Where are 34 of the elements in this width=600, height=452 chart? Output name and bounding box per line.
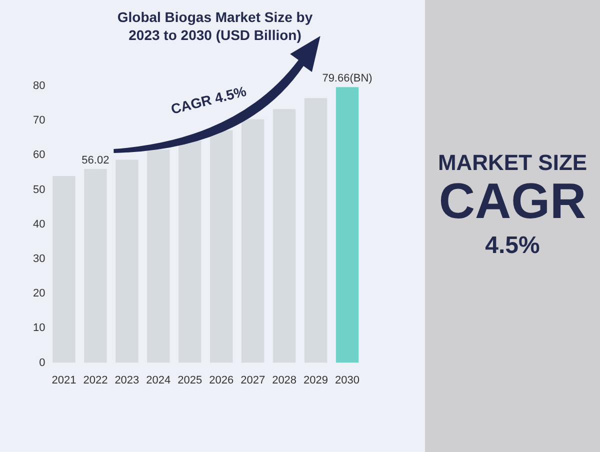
y-tick-label: 50: [32, 184, 46, 196]
data-label: 79.66(BN): [322, 72, 372, 85]
bar: [242, 119, 264, 363]
y-tick-label: 70: [32, 114, 46, 127]
x-tick-label: 2030: [335, 374, 360, 386]
x-tick-label: 2028: [272, 374, 297, 386]
y-tick-label: 40: [32, 218, 46, 230]
bar: [84, 168, 107, 363]
bar: [336, 87, 359, 363]
x-tick-label: 2021: [52, 374, 76, 386]
chart-title: Global Biogas Market Size by 2023 to 2030 (USD Billion): [116, 8, 314, 44]
text: 4.5%: [484, 232, 541, 260]
y-tick-label: 80: [32, 80, 46, 92]
y-tick-label: 0: [39, 356, 46, 369]
bar: [52, 176, 76, 363]
bar: [304, 98, 328, 363]
x-tick-label: 2029: [304, 374, 328, 386]
x-tick-label: 2027: [240, 374, 266, 386]
y-tick-label: 10: [32, 322, 46, 334]
data-label: 56.02: [82, 154, 110, 166]
y-tick-label: 30: [32, 253, 46, 266]
y-tick-label: 20: [32, 288, 46, 300]
x-tick-label: 2024: [146, 374, 171, 386]
y-tick-label: 60: [32, 149, 46, 162]
bar: [116, 160, 138, 363]
annotation: CAGR 4.5%: [169, 82, 248, 118]
x-tick-label: 2026: [209, 374, 234, 386]
bar: [147, 150, 170, 363]
bar: [272, 109, 296, 363]
x-tick-label: 2022: [83, 374, 108, 386]
x-tick-label: 2023: [114, 374, 140, 386]
bar: [178, 140, 202, 363]
x-tick-label: 2025: [178, 374, 202, 386]
bar: [210, 130, 233, 363]
